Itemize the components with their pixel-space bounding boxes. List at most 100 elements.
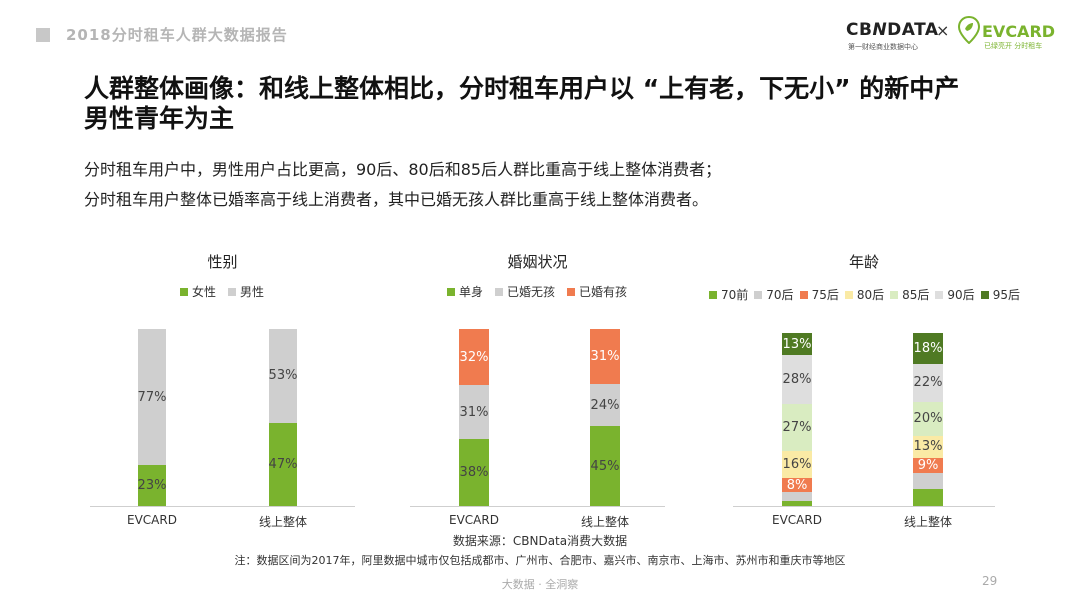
data-label: 13% (782, 336, 812, 352)
bar-segment: 31% (590, 329, 620, 384)
legend-label: 已婚有孩 (579, 285, 628, 299)
cbndata-logo-n: N (872, 20, 888, 40)
bar-segment: 20% (913, 401, 943, 436)
chart-title: 年龄 (848, 253, 879, 271)
legend-swatch (495, 287, 504, 296)
data-label: 28% (782, 372, 812, 388)
chart-baseline (90, 506, 355, 507)
legend-swatch (709, 290, 717, 299)
evcard-pin-icon (958, 16, 980, 44)
bar-segment: 77% (137, 329, 167, 466)
bar-segment: 31% (459, 385, 489, 440)
page-title: 人群整体画像：和线上整体相比，分时租车用户以 “上有老，下无小” 的新中产男性青… (84, 74, 960, 133)
cbndata-logo-part: DATA (887, 20, 939, 40)
legend-label: 85后 (902, 288, 930, 302)
legend-item: 已婚无孩 (495, 283, 555, 300)
bar-segment: 22% (913, 363, 943, 402)
bar-segment: 53% (269, 329, 297, 423)
data-source: 数据来源：CBNData消费大数据 (452, 534, 628, 548)
legend-label: 单身 (459, 285, 484, 299)
report-title: 2018分时租车人群大数据报告 (66, 26, 288, 44)
legend-item: 85后 (890, 286, 929, 303)
subtitle-line-1: 分时租车用户中，男性用户占比更高，90后、80后和85后人群比重高于线上整体消费… (84, 160, 722, 179)
legend-label: 90后 (947, 288, 975, 302)
bar-segment: 16% (782, 450, 812, 479)
data-label: 18% (913, 340, 943, 356)
data-label: 32% (459, 349, 489, 365)
chart-baseline (410, 506, 665, 507)
data-label: 38% (459, 465, 489, 481)
legend-item: 70前 (709, 286, 748, 303)
legend-item: 90后 (935, 286, 975, 303)
bar-segment: 9% (913, 458, 943, 474)
legend-swatch (890, 290, 899, 299)
legend-label: 男性 (240, 285, 265, 299)
legend-swatch (935, 290, 944, 299)
evcard-logo-subtitle: 已绿亮开 分时租车 (984, 42, 1043, 50)
cbndata-logo-subtitle: 第一财经商业数据中心 (848, 43, 918, 51)
bar-segment: 28% (782, 355, 812, 404)
legend-swatch (228, 287, 237, 296)
bar-segment: 18% (913, 333, 943, 364)
chart-legend: 70前 70后 75后 80后 85后 90后 95后 (709, 286, 1020, 303)
page-number: 29 (982, 574, 998, 588)
data-label: 45% (590, 458, 620, 474)
legend-swatch (447, 287, 455, 296)
category-label: EVCARD (449, 513, 499, 527)
legend-label: 已婚无孩 (507, 285, 556, 299)
legend-label: 70后 (766, 288, 794, 302)
legend-label: 80后 (856, 288, 885, 302)
chart-baseline (733, 506, 995, 507)
data-label: 8% (786, 477, 808, 493)
bar-segment: 13% (913, 435, 943, 459)
bar-segment: 8% (782, 477, 812, 493)
legend-swatch (980, 290, 989, 299)
bar-segment: 32% (459, 329, 489, 386)
bar-segment: 13% (782, 333, 812, 356)
subtitle-line-2: 分时租车用户整体已婚率高于线上消费者，其中已婚无孩人群比重高于线上整体消费者。 (84, 190, 709, 209)
chart-title: 性别 (207, 253, 238, 271)
chart-legend: 女性 男性 (180, 283, 264, 300)
legend-item: 80后 (844, 286, 885, 303)
cbndata-logo-part: CB (846, 20, 873, 40)
data-label: 53% (268, 368, 298, 384)
data-label: 31% (590, 348, 620, 364)
data-label: 13% (913, 439, 943, 455)
bar-segment: 27% (782, 403, 812, 451)
data-label: 31% (459, 404, 489, 420)
data-label: 24% (590, 397, 620, 413)
legend-item: 单身 (447, 283, 483, 300)
legend-item: 75后 (799, 286, 839, 303)
legend-swatch (567, 287, 576, 296)
legend-item: 70后 (754, 286, 794, 303)
bar-segment: 38% (459, 439, 489, 506)
legend-label: 女性 (192, 285, 217, 299)
bar-segment (913, 488, 943, 506)
data-label: 77% (137, 389, 167, 405)
bar-segment: 23% (138, 465, 166, 506)
chart-legend: 单身 已婚无孩 已婚有孩 (447, 283, 627, 300)
legend-item: 女性 (180, 283, 216, 300)
data-label: 16% (782, 456, 812, 472)
chart-title: 婚姻状况 (507, 253, 568, 271)
legend-label: 70前 (721, 288, 749, 302)
legend-swatch (799, 290, 808, 299)
category-label: EVCARD (772, 513, 822, 527)
data-label: 20% (913, 411, 943, 427)
legend-swatch (844, 290, 853, 299)
legend-swatch (180, 287, 188, 296)
bar-segment (782, 500, 812, 506)
legend-label: 75后 (811, 288, 839, 302)
bar-segment (782, 492, 812, 501)
category-label: 线上整体 (580, 515, 629, 529)
bar-segment: 47% (268, 422, 298, 506)
data-label: 22% (913, 375, 943, 391)
cbndata-logo: CBNDATA (846, 20, 939, 40)
bar-segment (913, 473, 943, 489)
logo-separator: × (936, 21, 950, 40)
legend-item: 已婚有孩 (567, 283, 627, 300)
legend-item: 95后 (980, 286, 1020, 303)
evcard-logo: EVCARD (982, 22, 1056, 41)
data-label: 27% (782, 419, 812, 435)
data-label: 47% (268, 456, 298, 472)
